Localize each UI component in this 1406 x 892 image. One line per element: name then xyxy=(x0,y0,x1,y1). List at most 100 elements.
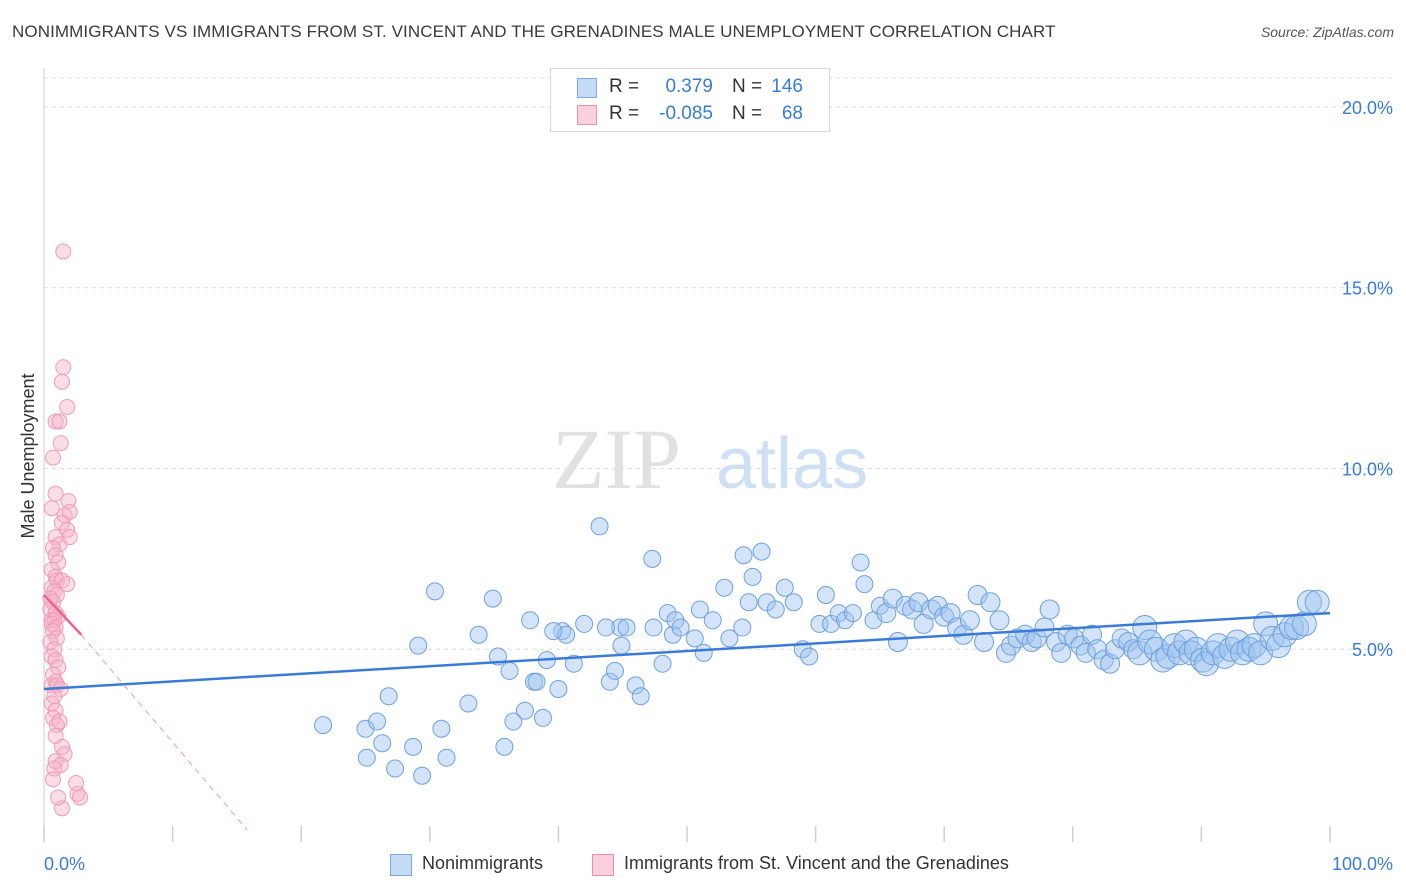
nonimmigrants-point xyxy=(658,604,677,623)
nonimmigrants-point xyxy=(734,546,753,565)
nonimmigrants-point xyxy=(1026,628,1047,649)
nonimmigrants-point xyxy=(590,517,609,536)
nonimmigrants-point xyxy=(752,542,771,561)
trend-lines xyxy=(43,594,1331,831)
watermark: ZIP atlas xyxy=(552,411,868,507)
n-value: 146 xyxy=(771,76,803,97)
nonimmigrants-point xyxy=(404,737,423,756)
nonimmigrants-point xyxy=(743,567,762,586)
nonimmigrants-point xyxy=(855,575,874,594)
nonimmigrants-point xyxy=(437,748,456,767)
y-axis-label: Male Unemployment xyxy=(18,373,38,538)
immigrants-point xyxy=(45,449,62,466)
nonimmigrants-point xyxy=(882,588,903,609)
nonimmigrants-point xyxy=(685,629,704,648)
nonimmigrants-point xyxy=(1132,615,1158,641)
nonimmigrants-point xyxy=(1304,589,1330,615)
nonimmigrants-point xyxy=(596,618,615,637)
legend-label-immigrants: Immigrants from St. Vincent and the Gren… xyxy=(624,853,1009,873)
y-tick-label: 20.0% xyxy=(1342,98,1393,118)
nonimmigrants-points xyxy=(314,517,1330,785)
nonimmigrants-point xyxy=(995,642,1016,663)
nonimmigrants-point xyxy=(980,592,1001,613)
nonimmigrants-point xyxy=(533,708,552,727)
nonimmigrants-point xyxy=(836,611,855,630)
nonimmigrants-point xyxy=(974,632,995,652)
nonimmigrants-point xyxy=(694,643,713,662)
nonimmigrants-point xyxy=(617,618,636,637)
nonimmigrants-point xyxy=(720,629,739,648)
nonimmigrants-point xyxy=(386,759,405,778)
nonimmigrants-point xyxy=(733,618,752,637)
nonimmigrants-point xyxy=(500,661,519,680)
legend-swatch-blue xyxy=(390,854,412,876)
nonimmigrants-point xyxy=(703,611,722,630)
nonimmigrants-point xyxy=(504,712,523,731)
immigrants-point xyxy=(43,500,60,517)
nonimmigrants-point xyxy=(612,636,631,655)
nonimmigrants-point xyxy=(631,687,650,706)
nonimmigrants-point xyxy=(605,661,624,680)
nonimmigrants-point xyxy=(527,672,546,691)
nonimmigrants-point xyxy=(544,622,563,641)
nonimmigrants-point xyxy=(800,647,819,666)
y-tick-label: 5.0% xyxy=(1352,640,1393,660)
nonimmigrants-point xyxy=(373,734,392,753)
nonimmigrants-point xyxy=(927,595,948,616)
immigrants-point xyxy=(55,359,72,376)
nonimmigrants-point xyxy=(1291,611,1317,637)
legend-swatch-pink xyxy=(577,105,597,125)
nonimmigrants-point xyxy=(564,654,583,673)
y-tick-label: 10.0% xyxy=(1342,459,1393,479)
nonimmigrants-point xyxy=(356,719,375,738)
legend-label-nonimmigrants: Nonimmigrants xyxy=(422,853,544,873)
nonimmigrants-point xyxy=(515,701,534,720)
nonimmigrants-point xyxy=(314,716,333,735)
nonimmigrants-point xyxy=(739,593,758,612)
immigrants-point xyxy=(61,503,78,520)
nonimmigrants-point xyxy=(483,589,502,608)
nonimmigrants-point xyxy=(1034,617,1055,638)
immigrants-point xyxy=(55,243,72,260)
tick-labels: 5.0% 10.0% 15.0% 20.0% 0.0% 100.0% xyxy=(44,98,1393,874)
nonimmigrants-point xyxy=(521,611,540,630)
x-tick-label: 100.0% xyxy=(1332,854,1393,874)
nonimmigrants-point xyxy=(357,748,376,767)
nonimmigrants-point xyxy=(600,672,619,691)
legend-row-nonimmigrants: R = 0.379 N = 146 xyxy=(551,74,829,100)
nonimmigrants-point xyxy=(784,593,803,612)
nonimmigrants-point xyxy=(908,592,929,613)
nonimmigrants-point xyxy=(1051,642,1072,663)
r-label: R = xyxy=(609,76,640,97)
chart-title: NONIMMIGRANTS VS IMMIGRANTS FROM ST. VIN… xyxy=(12,22,1056,41)
trend-line-immigrants xyxy=(43,594,83,636)
legend-row-immigrants: R = -0.085 N = 68 xyxy=(551,101,829,127)
nonimmigrants-point xyxy=(921,599,942,620)
nonimmigrants-point xyxy=(967,585,988,605)
nonimmigrants-point xyxy=(1105,639,1126,660)
watermark-atlas: atlas xyxy=(716,424,868,504)
immigrants-point xyxy=(50,789,67,806)
immigrants-point xyxy=(47,728,64,744)
nonimmigrants-point xyxy=(715,578,734,597)
nonimmigrants-point xyxy=(644,618,663,637)
nonimmigrants-point xyxy=(775,578,794,597)
y-tick-label: 15.0% xyxy=(1342,279,1393,299)
nonimmigrants-point xyxy=(671,618,690,637)
immigrants-point xyxy=(59,576,76,593)
immigrants-point xyxy=(68,775,85,791)
legend-swatch-blue xyxy=(577,78,597,98)
source-label: Source: ZipAtlas.com xyxy=(1260,24,1394,40)
trend-line-immigrants-extension xyxy=(80,634,248,831)
correlation-legend: R = 0.379 N = 146 R = -0.085 N = 68 xyxy=(550,68,830,132)
legend-swatch-pink xyxy=(592,854,614,876)
immigrants-point xyxy=(42,590,59,607)
nonimmigrants-point xyxy=(1075,642,1096,663)
nonimmigrants-point xyxy=(757,593,776,612)
grid-lines xyxy=(44,77,1394,650)
nonimmigrants-point xyxy=(379,687,398,706)
immigrants-points xyxy=(42,243,89,817)
immigrants-point xyxy=(59,399,76,415)
x-tick-label: 0.0% xyxy=(44,854,85,874)
nonimmigrants-point xyxy=(1230,640,1256,666)
